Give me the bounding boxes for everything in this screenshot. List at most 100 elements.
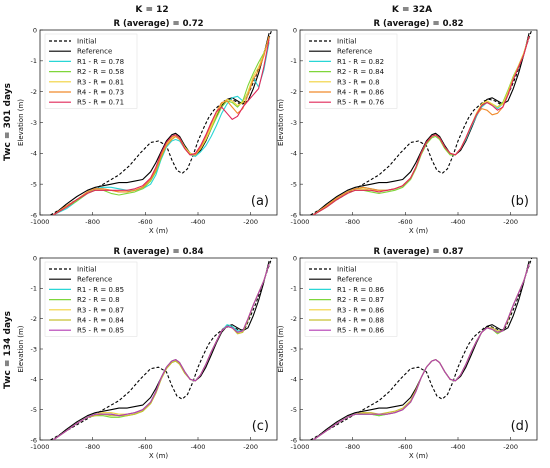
legend-label: Initial [337,266,356,274]
y-tick-label: -6 [291,211,297,219]
legend-label: R1 - R = 0.78 [77,58,124,66]
x-tick-label: -400 [191,218,206,226]
x-tick-label: -600 [138,218,153,226]
legend-label: R3 - R = 0.87 [77,306,124,314]
panel-label: (d) [511,419,529,434]
y-tick-label: -5 [291,180,297,188]
legend-label: R3 - R = 0.86 [337,306,385,314]
y-tick-label: -4 [31,150,37,158]
x-axis-label: X (m) [409,227,429,235]
y-tick-label: -3 [31,345,37,353]
x-tick-label: -600 [398,218,413,226]
row-label-bottom: Twc = 134 days [3,311,13,389]
x-tick-label: -200 [243,443,258,451]
x-tick-label: -1000 [291,218,310,226]
legend-label: Reference [337,48,372,56]
legend-label: R5 - R = 0.76 [337,99,385,107]
panel-label: (b) [511,194,529,209]
y-axis-label: Elevation (m) [17,325,25,372]
legend-label: R3 - R = 0.8 [337,78,380,86]
series-line [312,36,530,215]
chart-title: R (average) = 0.72 [113,19,203,29]
y-tick-label: -3 [291,345,297,353]
legend-label: R4 - R = 0.86 [337,89,385,97]
x-tick-label: -200 [503,443,518,451]
y-tick-label: -1 [31,57,37,65]
legend-label: Initial [337,38,356,46]
x-tick-label: -1000 [31,218,50,226]
series-line [52,42,270,215]
legend-label: Reference [77,48,112,56]
legend-label: Initial [77,38,96,46]
panel-label: (a) [251,194,269,209]
x-tick-label: -200 [243,218,258,226]
x-axis-label: X (m) [149,227,169,235]
series-line [52,32,270,215]
chart-panel: R (average) = 0.72 -1000 -800 -600 -400 -200 -… [17,19,278,235]
legend-label: R5 - R = 0.86 [337,327,385,335]
x-tick-label: -400 [191,443,206,451]
y-tick-label: -6 [31,436,37,444]
y-tick-label: -3 [31,119,37,127]
series-group [310,30,533,215]
x-tick-label: -400 [451,218,466,226]
legend-label: R2 - R = 0.58 [77,68,124,76]
y-tick-label: -1 [291,285,297,293]
x-tick-label: -800 [85,443,100,451]
x-axis-label: X (m) [149,452,169,460]
y-tick-label: 0 [33,26,37,34]
chart-title: R (average) = 0.84 [113,247,203,257]
y-axis-label: Elevation (m) [17,99,25,146]
legend-label: R4 - R = 0.84 [77,317,125,325]
series-group [50,258,273,440]
legend-label: R1 - R = 0.86 [337,286,385,294]
y-tick-label: -5 [31,180,37,188]
y-tick-label: 0 [33,254,37,262]
legend-label: R2 - R = 0.87 [337,296,384,304]
y-tick-label: -6 [31,211,37,219]
x-tick-label: -600 [398,443,413,451]
y-tick-label: -6 [291,436,297,444]
x-tick-label: -1000 [31,443,50,451]
legend: Initial Reference R1 - R = 0.85 R2 - R = 0.… [44,261,138,337]
legend-label: R4 - R = 0.88 [337,317,384,325]
chart-panel: R (average) = 0.84 -1000 -800 -600 -400 -200 -… [17,247,278,460]
legend-label: Reference [337,276,372,284]
y-tick-label: 0 [293,26,297,34]
x-tick-label: -800 [85,218,100,226]
series-line [52,263,270,440]
y-tick-label: 0 [293,254,297,262]
series-line [50,30,273,215]
y-tick-label: -4 [291,376,297,384]
x-tick-label: -600 [138,443,153,451]
legend-label: R2 - R = 0.84 [337,68,385,76]
y-tick-label: -2 [291,315,297,323]
legend-label: R5 - R = 0.85 [77,327,124,335]
legend-label: R3 - R = 0.81 [77,78,124,86]
legend-label: R4 - R = 0.73 [77,89,124,97]
y-tick-label: -2 [31,315,37,323]
series-line [52,39,270,215]
chart-panel: R (average) = 0.87 -1000 -800 -600 -400 -200 -… [277,247,538,460]
y-tick-label: -2 [291,88,297,96]
x-tick-label: -1000 [291,443,310,451]
legend-label: R1 - R = 0.82 [337,58,384,66]
y-tick-label: -4 [31,376,37,384]
series-group [50,30,273,215]
chart-title: R (average) = 0.87 [373,247,463,257]
legend-label: R5 - R = 0.71 [77,99,124,107]
chart-panel: R (average) = 0.82 -1000 -800 -600 -400 -200 -… [277,19,538,235]
row-label-top: Twc = 301 days [3,83,13,161]
y-axis-label: Elevation (m) [277,325,285,372]
column-header-left: K = 12 [135,5,168,15]
x-axis-label: X (m) [409,452,429,460]
y-tick-label: -5 [291,406,297,414]
x-tick-label: -200 [503,218,518,226]
y-tick-label: -2 [31,88,37,96]
x-tick-label: -800 [345,218,360,226]
series-line [52,263,270,440]
y-tick-label: -5 [31,406,37,414]
x-tick-label: -800 [345,443,360,451]
y-tick-label: -1 [291,57,297,65]
